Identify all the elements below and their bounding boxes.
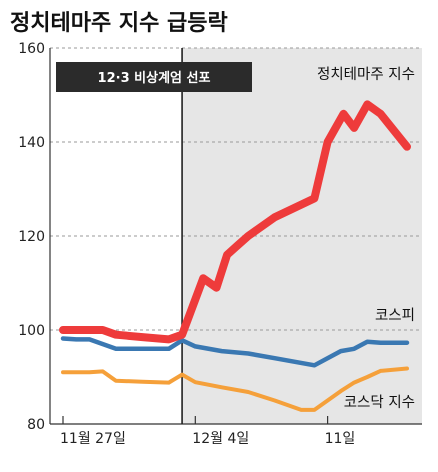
event-label: 12·3 비상계엄 선포 [98,70,211,86]
chart-title: 정치테마주 지수 급등락 [10,11,228,36]
series-label-2: 코스피 [375,307,415,324]
series-line-2 [60,336,410,368]
series-line-1 [59,100,411,344]
series-label-1: 정치테마주 지수 [317,66,415,83]
x-tick-label: 12월 4일 [192,431,249,447]
y-tick-label: 100 [18,323,45,339]
x-tick-label: 11일 [325,431,356,447]
y-tick-label: 120 [18,229,45,245]
series-label-3: 코스닥 지수 [344,394,415,411]
event-label-box [56,62,252,92]
series-line-3 [61,366,409,412]
x-tick-label: 11월 27일 [60,431,126,447]
y-tick-label: 80 [27,417,45,433]
y-tick-label: 140 [18,135,45,151]
y-tick-label: 160 [18,41,45,57]
plot-area: 80 100 120 140 160 11월 27일 12월 4일 11일 12·3 비상계엄 … [18,41,422,447]
